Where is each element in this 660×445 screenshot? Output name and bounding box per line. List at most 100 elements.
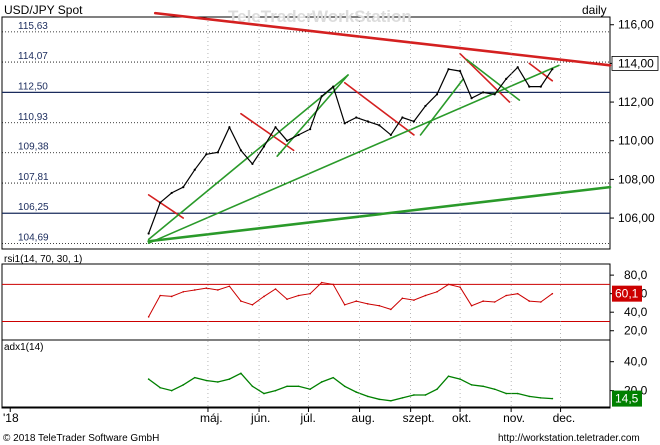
rsi-point xyxy=(251,303,254,306)
price-point xyxy=(285,139,289,142)
rsi-panel-border xyxy=(1,263,611,341)
price-point xyxy=(147,232,150,235)
rsi-tick-label: 80,0 xyxy=(624,268,648,282)
level-label: 114,07 xyxy=(18,51,48,62)
adx-point xyxy=(366,395,369,398)
price-point xyxy=(228,126,231,129)
adx-series-line xyxy=(148,372,553,402)
price-point xyxy=(343,122,346,125)
price-point xyxy=(309,128,312,131)
rsi-point xyxy=(309,292,311,295)
price-point xyxy=(493,93,496,96)
level-label: 106,25 xyxy=(18,202,49,213)
rsi-point xyxy=(332,283,334,286)
price-point xyxy=(447,68,450,71)
y-tick-label: 116,00 xyxy=(618,18,654,32)
level-label: 109,38 xyxy=(18,142,49,153)
level-label: 104,69 xyxy=(18,232,49,243)
adx-last-badge xyxy=(612,390,642,407)
price-point xyxy=(458,70,462,73)
rsi-point xyxy=(516,292,519,295)
x-tick-label: okt. xyxy=(452,411,471,425)
price-panel-border xyxy=(1,16,611,250)
adx-point xyxy=(240,372,242,375)
rsi-point xyxy=(240,300,242,302)
trend-line-red xyxy=(240,112,295,152)
adx-point xyxy=(528,395,531,398)
price-point xyxy=(216,151,219,154)
price-point xyxy=(320,95,323,98)
rsi-point xyxy=(205,287,208,289)
adx-point xyxy=(505,392,507,395)
price-last-badge xyxy=(611,56,659,71)
x-tick-label: aug. xyxy=(352,411,375,425)
x-tick-label: dec. xyxy=(553,411,576,425)
price-point xyxy=(401,116,404,119)
rsi-point xyxy=(170,295,173,298)
rsi-point xyxy=(366,303,369,305)
trend-line-green xyxy=(419,78,465,136)
rsi-point xyxy=(482,300,484,302)
trend-line-green xyxy=(465,58,521,101)
trend-line-green xyxy=(147,185,612,243)
adx-point xyxy=(470,384,473,386)
adx-point xyxy=(182,384,185,386)
price-point xyxy=(159,201,162,204)
trend-line-red xyxy=(343,81,415,136)
x-axis-layer: '18 máj. jún. júl. aug. szept. okt. nov. dec. xyxy=(3,17,575,425)
price-last-label: 114,00 xyxy=(618,56,654,70)
adx-point xyxy=(447,375,450,377)
adx-point xyxy=(539,397,542,399)
price-point xyxy=(182,186,185,189)
rsi-series-line xyxy=(148,281,553,318)
adx-point xyxy=(355,391,358,393)
price-point xyxy=(274,126,277,129)
rsi-point xyxy=(274,288,277,290)
rsi-point xyxy=(182,291,185,293)
trend-line-red xyxy=(147,194,185,219)
price-point xyxy=(366,120,369,123)
price-point xyxy=(389,133,392,137)
rsi-point xyxy=(217,289,219,291)
rsi-point xyxy=(470,304,473,307)
adx-point xyxy=(170,389,173,392)
adx-point xyxy=(424,394,427,396)
rsi-last-label: 60,1 xyxy=(615,287,639,301)
y-tick-label: 108,00 xyxy=(618,172,655,186)
level-label: 115,63 xyxy=(18,21,48,32)
rsi-point xyxy=(505,294,507,297)
adx-point xyxy=(309,388,311,390)
adx-point xyxy=(482,385,484,388)
rsi-point xyxy=(378,304,381,307)
rsi-point xyxy=(193,289,196,291)
rsi-tick-label: 20,0 xyxy=(624,324,648,338)
adx-point xyxy=(332,376,334,379)
rsi-point xyxy=(286,298,288,301)
footer-url[interactable]: http://workstation.teletrader.com xyxy=(498,433,640,444)
price-point xyxy=(528,85,531,88)
adx-tick-label: 40,0 xyxy=(624,355,648,369)
rsi-point xyxy=(263,295,265,298)
adx-point xyxy=(401,397,404,399)
adx-point xyxy=(343,385,346,388)
price-point xyxy=(355,116,358,119)
x-tick-label: júl. xyxy=(299,411,315,425)
adx-point xyxy=(228,378,231,380)
price-point xyxy=(170,191,173,195)
adx-point xyxy=(320,381,323,383)
price-point xyxy=(378,124,381,127)
price-point xyxy=(412,120,416,123)
y-tick-label: 110,00 xyxy=(618,134,654,148)
rsi-point xyxy=(459,286,461,288)
x-tick-label: '18 xyxy=(3,411,19,425)
chart-title: USD/JPY Spot xyxy=(4,3,83,17)
adx-layer: 20,040,014,5 xyxy=(147,355,648,407)
price-point xyxy=(435,93,439,96)
y-tick-label: 106,00 xyxy=(618,211,655,225)
rsi-point xyxy=(424,294,427,297)
price-point xyxy=(332,85,335,88)
rsi-point xyxy=(528,300,531,302)
trend-line-red xyxy=(153,11,612,67)
rsi-layer: 20,040,060,080,060,1 xyxy=(2,268,648,338)
rsi-last-badge xyxy=(612,285,642,302)
